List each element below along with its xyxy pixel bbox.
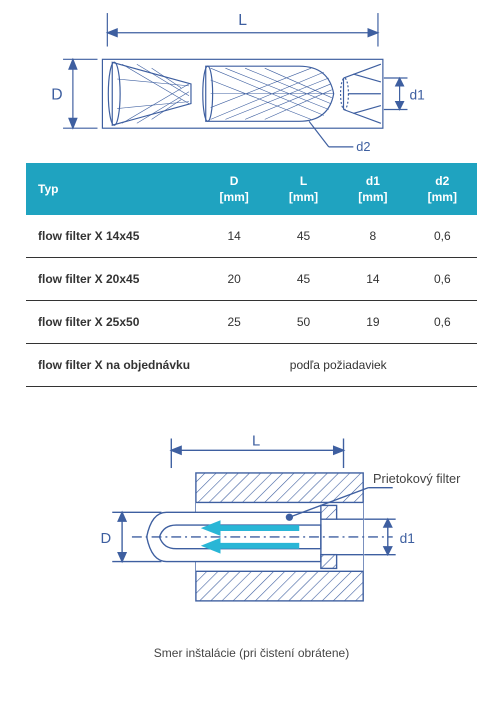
dim-label-d2: d2 (356, 139, 370, 154)
dim-label-L2: L (252, 434, 260, 450)
installation-diagram: L D (4, 427, 499, 637)
col-d1: d1[mm] (338, 163, 407, 215)
filter-label: Prietokový filter (373, 471, 461, 486)
table-row: flow filter X 20x45 20 45 14 0,6 (26, 258, 477, 301)
table-row-custom: flow filter X na objednávku podľa požiad… (26, 344, 477, 387)
col-D: D[mm] (199, 163, 268, 215)
table-row: flow filter X 25x50 25 50 19 0,6 (26, 301, 477, 344)
dim-label-d1: d1 (409, 88, 424, 103)
dim-label-L: L (238, 12, 247, 29)
dim-label-D2: D (100, 531, 111, 547)
col-L: L[mm] (269, 163, 338, 215)
dim-label-d1b: d1 (400, 531, 415, 546)
table-row: flow filter X 14x45 14 45 8 0,6 (26, 215, 477, 258)
dim-label-D: D (51, 87, 62, 104)
table-header: Typ D[mm] L[mm] d1[mm] d2[mm] (26, 163, 477, 215)
filter-dimension-diagram: L D (4, 4, 499, 154)
specs-table: Typ D[mm] L[mm] d1[mm] d2[mm] flow filte… (26, 163, 477, 387)
col-typ: Typ (26, 163, 199, 215)
installation-caption: Smer inštalácie (pri čistení obrátene) (4, 646, 499, 660)
col-d2: d2[mm] (408, 163, 477, 215)
